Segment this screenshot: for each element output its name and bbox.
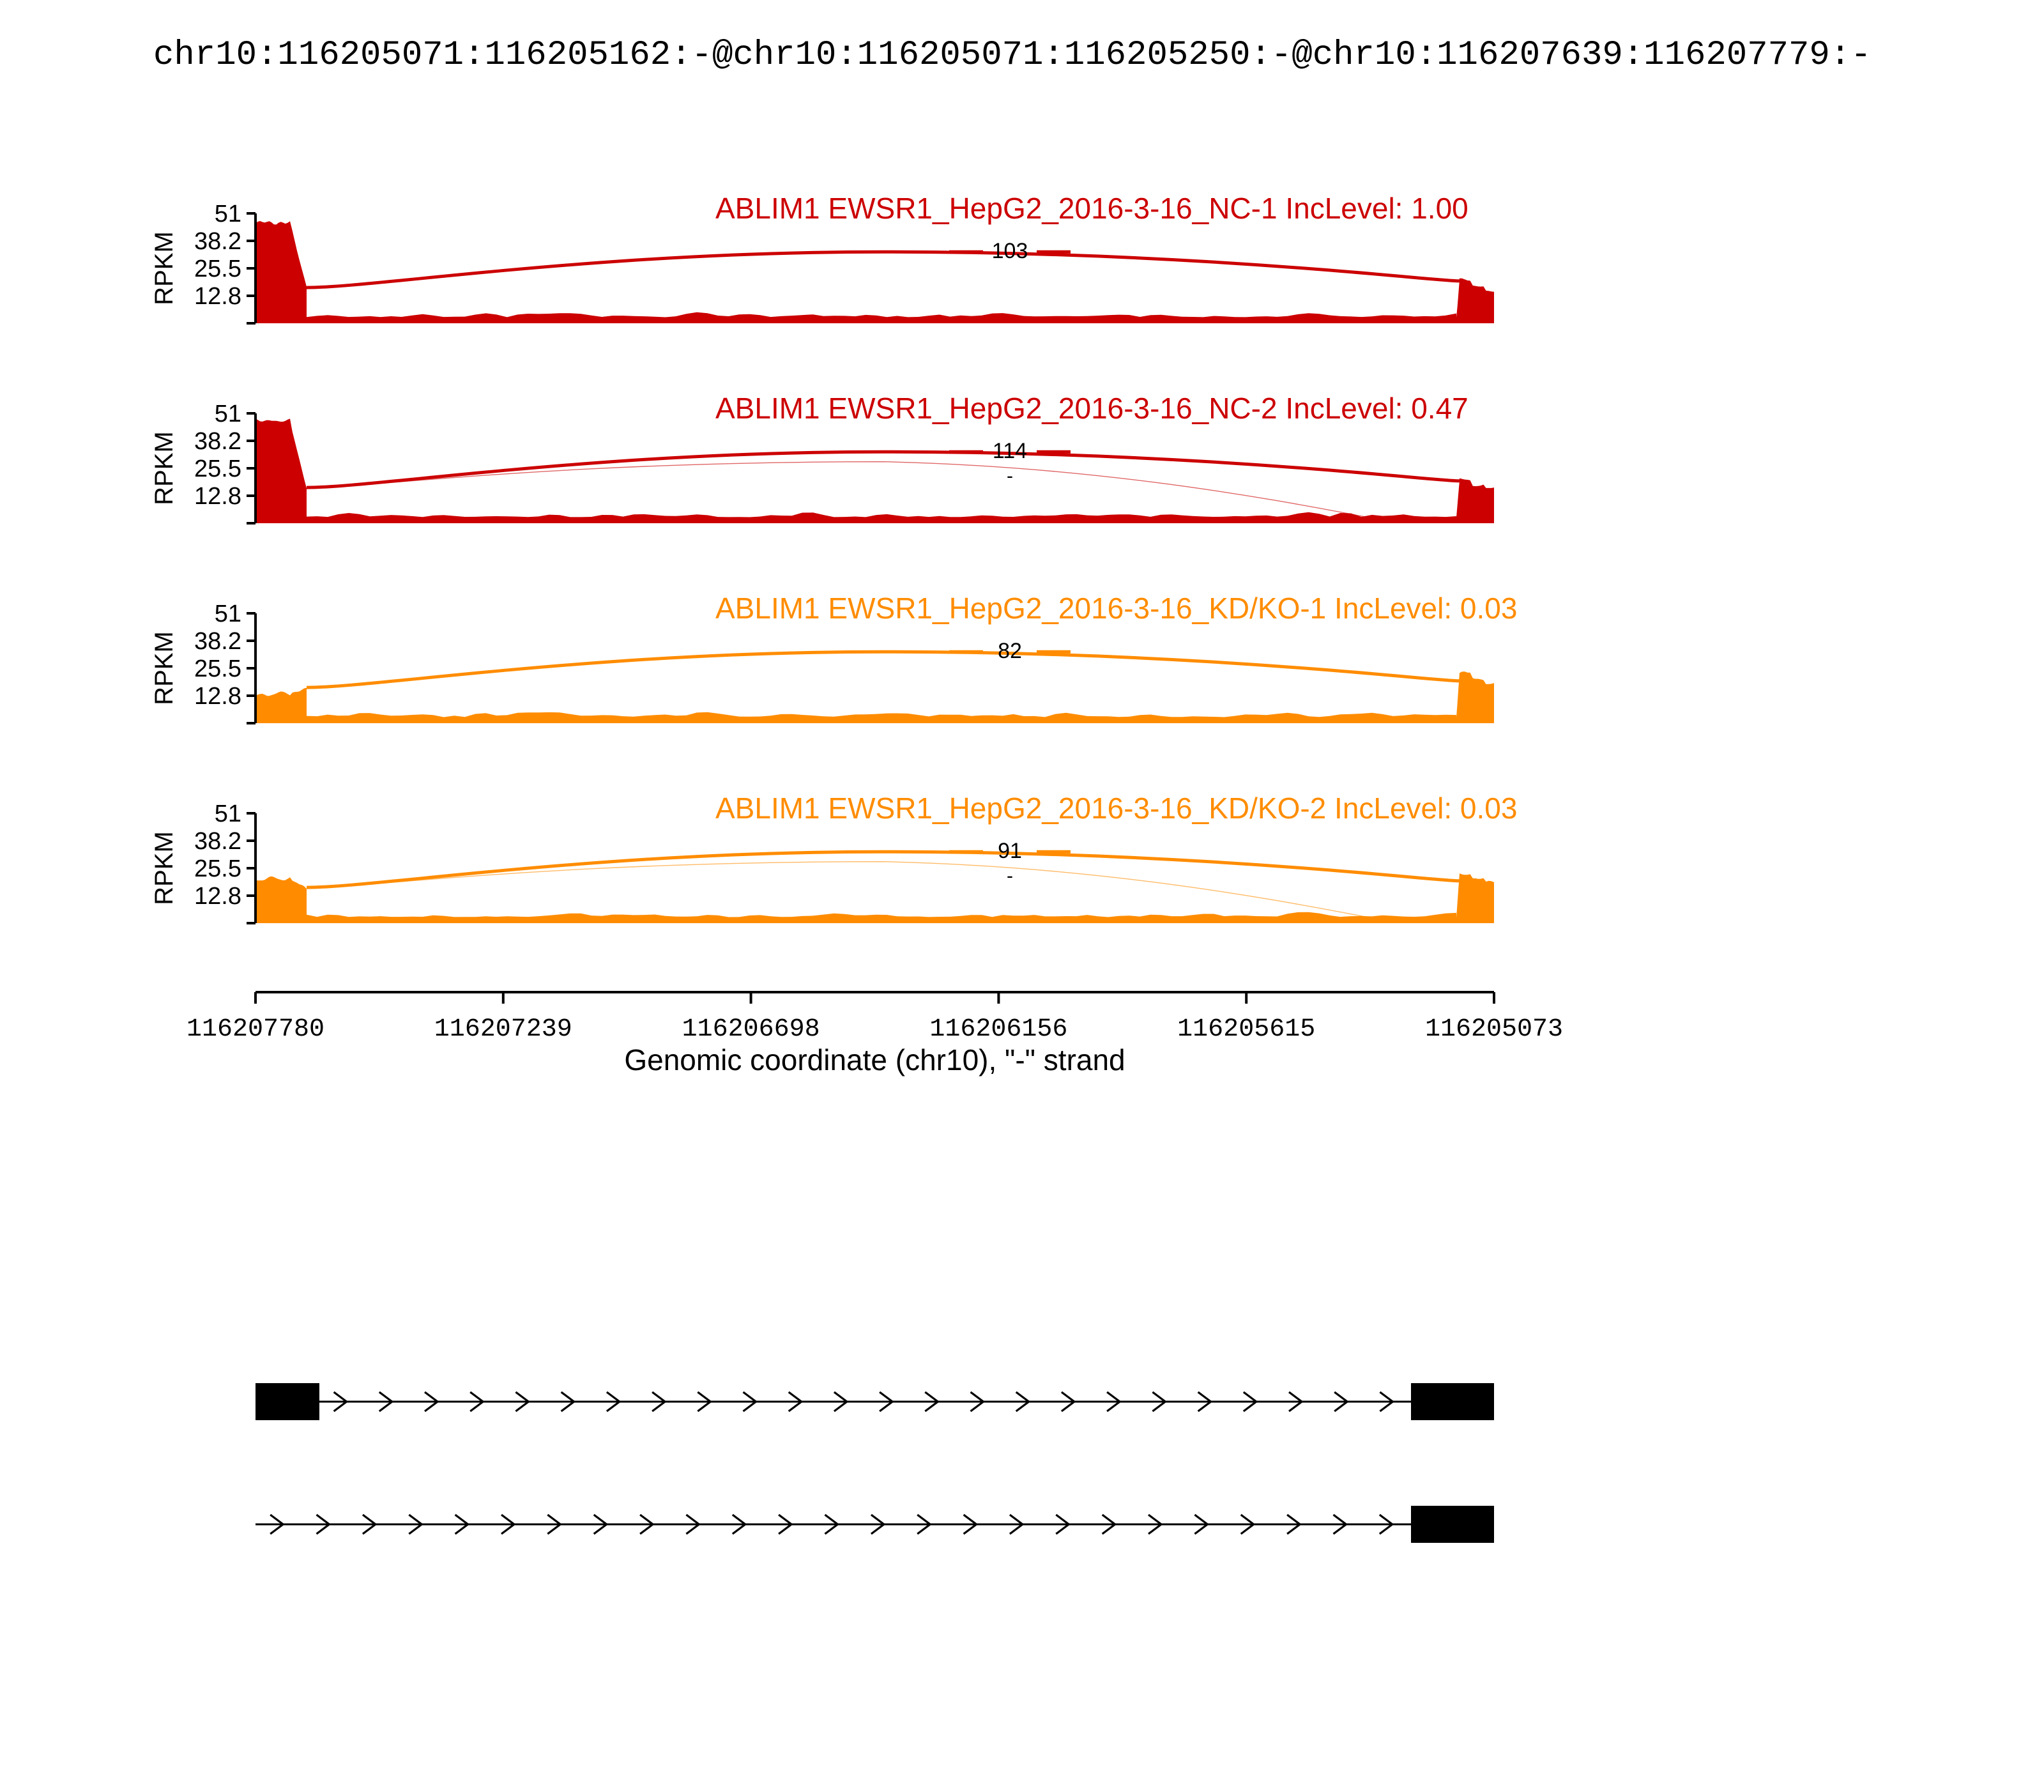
svg-text:Genomic coordinate (chr10), "-: Genomic coordinate (chr10), "-" strand: [624, 1043, 1125, 1076]
svg-text:116206698: 116206698: [682, 1015, 820, 1044]
svg-text:12.8: 12.8: [194, 483, 241, 510]
svg-text:ABLIM1 EWSR1_HepG2_2016-3-16_K: ABLIM1 EWSR1_HepG2_2016-3-16_KD/KO-2 Inc…: [715, 792, 1517, 825]
svg-text:chr10:116205071:116205162:-@ch: chr10:116205071:116205162:-@chr10:116205…: [153, 36, 1872, 75]
svg-text:116205073: 116205073: [1425, 1015, 1563, 1044]
svg-text:12.8: 12.8: [194, 683, 241, 710]
svg-text:25.5: 25.5: [194, 855, 241, 882]
svg-text:51: 51: [215, 401, 241, 427]
svg-text:12.8: 12.8: [194, 883, 241, 910]
svg-text:RPKM: RPKM: [150, 431, 178, 505]
svg-text:103: 103: [992, 239, 1028, 263]
svg-text:ABLIM1 EWSR1_HepG2_2016-3-16_N: ABLIM1 EWSR1_HepG2_2016-3-16_NC-1 IncLev…: [715, 192, 1468, 225]
svg-text:38.2: 38.2: [194, 828, 241, 855]
svg-text:116207780: 116207780: [187, 1015, 324, 1044]
svg-text:51: 51: [215, 201, 241, 227]
svg-text:51: 51: [215, 800, 241, 827]
svg-text:116205615: 116205615: [1177, 1015, 1315, 1044]
svg-text:82: 82: [998, 639, 1022, 663]
svg-text:RPKM: RPKM: [150, 831, 178, 905]
svg-text:-: -: [1007, 866, 1013, 887]
svg-text:25.5: 25.5: [194, 655, 241, 682]
svg-text:ABLIM1 EWSR1_HepG2_2016-3-16_K: ABLIM1 EWSR1_HepG2_2016-3-16_KD/KO-1 Inc…: [715, 592, 1517, 625]
svg-text:116206156: 116206156: [929, 1015, 1067, 1044]
svg-text:25.5: 25.5: [194, 456, 241, 482]
svg-text:-: -: [1007, 466, 1013, 487]
svg-text:38.2: 38.2: [194, 428, 241, 455]
svg-text:91: 91: [998, 839, 1022, 863]
svg-text:38.2: 38.2: [194, 228, 241, 255]
svg-text:RPKM: RPKM: [150, 631, 178, 705]
svg-text:RPKM: RPKM: [150, 231, 178, 305]
svg-text:114: 114: [993, 439, 1027, 463]
svg-text:51: 51: [215, 601, 241, 627]
svg-text:ABLIM1 EWSR1_HepG2_2016-3-16_N: ABLIM1 EWSR1_HepG2_2016-3-16_NC-2 IncLev…: [715, 392, 1468, 425]
svg-text:116207239: 116207239: [434, 1015, 572, 1044]
svg-text:25.5: 25.5: [194, 256, 241, 282]
svg-text:38.2: 38.2: [194, 628, 241, 655]
svg-text:12.8: 12.8: [194, 283, 241, 310]
